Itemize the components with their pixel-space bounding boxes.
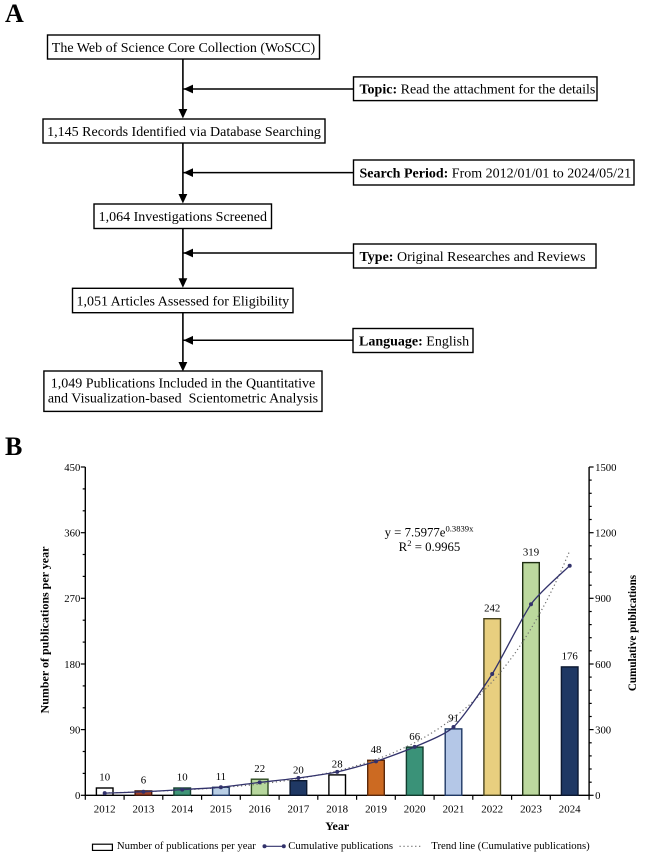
svg-text:2022: 2022 xyxy=(481,803,503,815)
svg-text:176: 176 xyxy=(562,651,579,663)
svg-text:The Web of Science Core Collec: The Web of Science Core Collection (WoSC… xyxy=(52,41,316,56)
svg-text:Number of publications per yea: Number of publications per year xyxy=(117,840,256,852)
svg-text:1,064 Investigations Screened: 1,064 Investigations Screened xyxy=(99,210,267,225)
svg-text:6: 6 xyxy=(141,775,147,787)
svg-text:2013: 2013 xyxy=(133,803,155,815)
svg-text:R2 = 0.9965: R2 = 0.9965 xyxy=(399,538,461,554)
svg-text:450: 450 xyxy=(64,462,80,474)
svg-text:2024: 2024 xyxy=(559,803,581,815)
svg-text:1,049 Publications Included in: 1,049 Publications Included in the Quant… xyxy=(51,376,315,391)
svg-text:0: 0 xyxy=(75,790,80,802)
svg-text:2018: 2018 xyxy=(326,803,348,815)
svg-text:2014: 2014 xyxy=(171,803,193,815)
svg-text:360: 360 xyxy=(64,528,80,540)
svg-text:Year: Year xyxy=(325,819,350,833)
svg-text:Search Period: From 2012/01/01: Search Period: From 2012/01/01 to 2024/0… xyxy=(360,166,632,181)
svg-text:Cumulative publications: Cumulative publications xyxy=(288,840,393,852)
svg-text:1,145 Records Identified via D: 1,145 Records Identified via Database Se… xyxy=(47,125,321,140)
svg-text:180: 180 xyxy=(64,659,80,671)
svg-text:1500: 1500 xyxy=(595,462,616,474)
svg-text:B: B xyxy=(5,432,22,461)
svg-text:48: 48 xyxy=(371,744,382,756)
svg-text:319: 319 xyxy=(523,546,539,558)
svg-text:0: 0 xyxy=(595,790,600,802)
svg-text:1,051 Articles Assessed for El: 1,051 Articles Assessed for Eligibility xyxy=(76,294,289,309)
svg-text:10: 10 xyxy=(99,772,110,784)
svg-text:2023: 2023 xyxy=(520,803,542,815)
svg-text:90: 90 xyxy=(70,725,81,737)
svg-text:2020: 2020 xyxy=(404,803,426,815)
svg-text:242: 242 xyxy=(484,602,500,614)
svg-text:900: 900 xyxy=(595,593,611,605)
svg-text:Language: English: Language: English xyxy=(359,334,469,349)
svg-text:Cumulative publications: Cumulative publications xyxy=(627,574,639,691)
svg-text:22: 22 xyxy=(254,763,265,775)
svg-text:Trend line (Cumulative publica: Trend line (Cumulative publications) xyxy=(431,840,590,852)
svg-text:2016: 2016 xyxy=(249,803,271,815)
svg-text:Topic: Read the attachment for: Topic: Read the attachment for the detai… xyxy=(360,83,596,98)
svg-text:2015: 2015 xyxy=(210,803,232,815)
svg-text:Type: Original Researches and: Type: Original Researches and Reviews xyxy=(360,250,586,265)
svg-text:20: 20 xyxy=(293,764,304,776)
svg-text:A: A xyxy=(5,0,24,28)
svg-text:and Visualization-based Scien: and Visualization-based Scientometric An… xyxy=(48,392,318,407)
svg-text:91: 91 xyxy=(448,713,459,725)
svg-text:600: 600 xyxy=(595,659,611,671)
svg-text:270: 270 xyxy=(64,593,80,605)
svg-text:300: 300 xyxy=(595,725,611,737)
svg-text:2017: 2017 xyxy=(288,803,310,815)
svg-text:Number of publications per yea: Number of publications per year xyxy=(38,546,52,714)
svg-text:28: 28 xyxy=(332,759,343,771)
svg-text:11: 11 xyxy=(216,771,226,783)
svg-text:1200: 1200 xyxy=(595,528,616,540)
svg-text:66: 66 xyxy=(409,731,420,743)
svg-text:10: 10 xyxy=(177,772,188,784)
svg-text:2012: 2012 xyxy=(94,803,116,815)
svg-text:2019: 2019 xyxy=(365,803,387,815)
svg-text:2021: 2021 xyxy=(443,803,465,815)
